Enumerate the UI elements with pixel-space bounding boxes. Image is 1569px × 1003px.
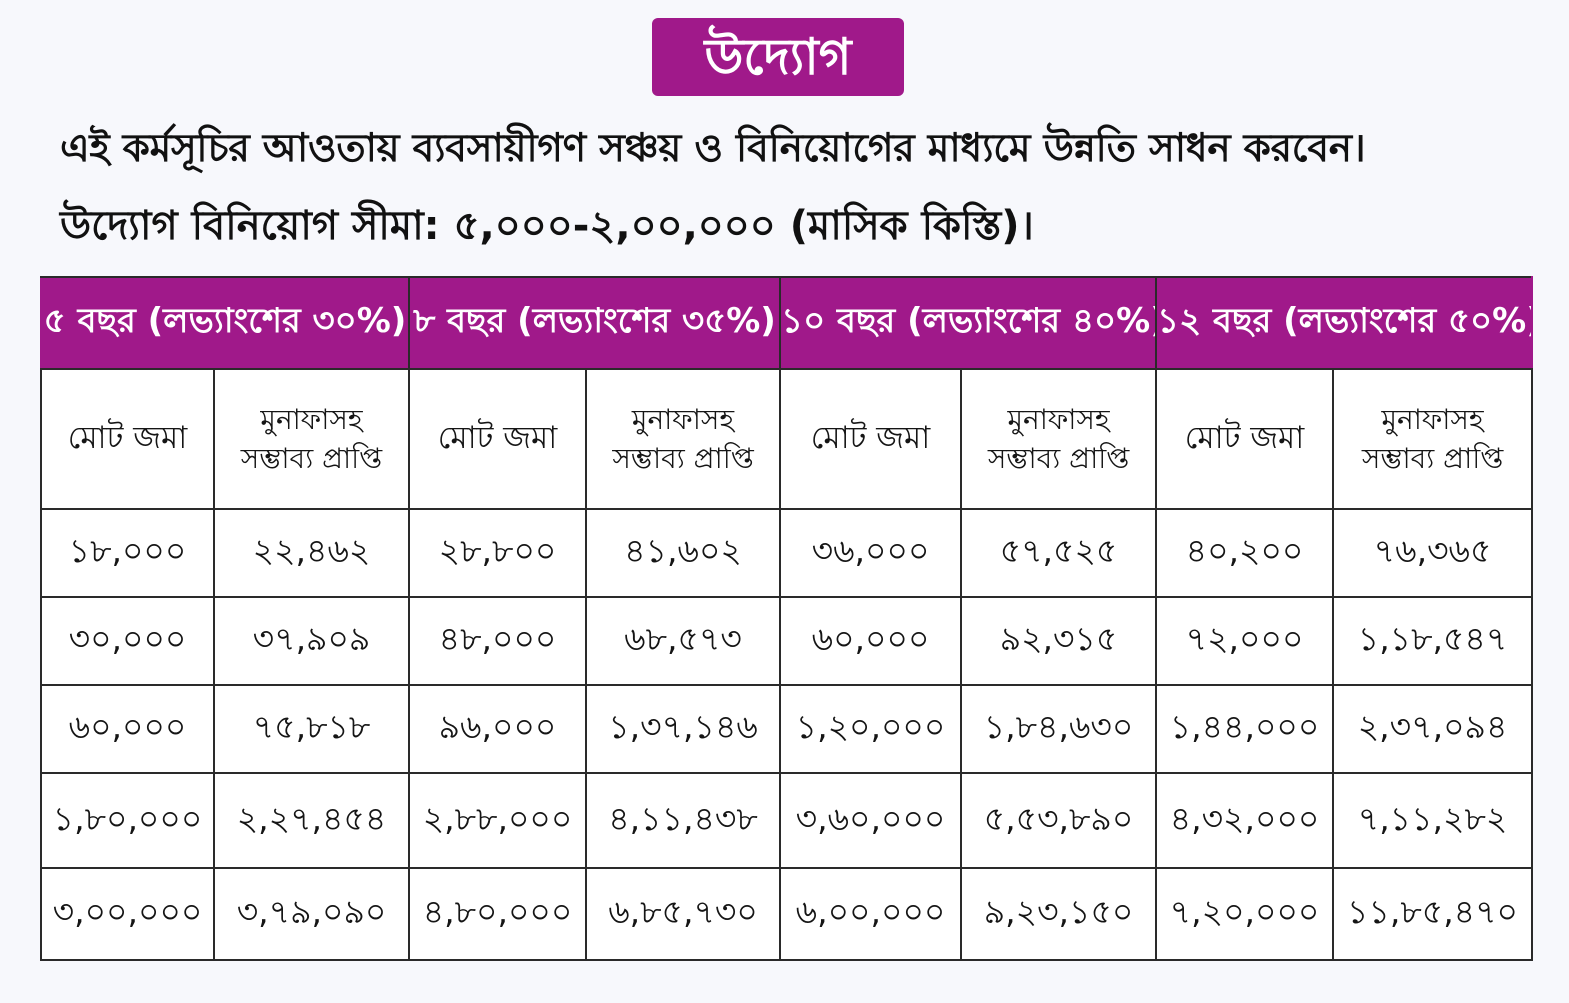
table-cell: ৪,৩২,০০০ — [1155, 772, 1335, 869]
table-cell: ৭৫,৮১৮ — [212, 684, 411, 774]
table-cell: ৯,২৩,১৫০ — [960, 867, 1158, 961]
plan-10-year-header: ১০ বছর (লভ্যাংশের ৪০%) — [779, 276, 1158, 370]
table-cell: ৭,১১,২৮২ — [1332, 772, 1534, 869]
table-cell: ১,১৮,৫৪৭ — [1332, 596, 1534, 686]
table-row: ১,৮০,০০০ ২,২৭,৪৫৪ ২,৮৮,০০০ ৪,১১,৪৩৮ ৩,৬০… — [40, 772, 1534, 869]
plan-duration-header-row: ৫ বছর (লভ্যাংশের ৩০%) ৮ বছর (লভ্যাংশের ৩… — [39, 276, 1534, 370]
table-cell: ১,৪৪,০০০ — [1155, 684, 1335, 774]
plan-8-year-header: ৮ বছর (লভ্যাংশের ৩৫%) — [408, 276, 782, 370]
expected-return-header: মুনাফাসহ সম্ভাব্য প্রাপ্তি — [960, 368, 1158, 510]
table-cell: ১,২০,০০০ — [779, 684, 963, 774]
table-cell: ৩০,০০০ — [40, 596, 215, 686]
expected-return-header-line2: সম্ভাব্য প্রাপ্তি — [1361, 442, 1504, 475]
table-cell: ১৮,০০০ — [40, 508, 215, 598]
table-cell: ১,৮০,০০০ — [40, 772, 215, 869]
table-cell: ৩,৭৯,০৯০ — [212, 867, 411, 961]
table-cell: ৬০,০০০ — [779, 596, 963, 686]
expected-return-header-line2: সম্ভাব্য প্রাপ্তি — [240, 442, 383, 475]
savings-plan-table: ৫ বছর (লভ্যাংশের ৩০%) ৮ বছর (লভ্যাংশের ৩… — [39, 276, 1534, 961]
table-cell: ৪০,২০০ — [1155, 508, 1335, 598]
investment-limit: উদ্যোগ বিনিয়োগ সীমা: ৫,০০০-২,০০,০০০ (মা… — [60, 203, 1034, 249]
table-cell: ৪১,৬০২ — [585, 508, 782, 598]
expected-return-header: মুনাফাসহ সম্ভাব্য প্রাপ্তি — [585, 368, 782, 510]
table-cell: ১,৩৭,১৪৬ — [585, 684, 782, 774]
expected-return-header: মুনাফাসহ সম্ভাব্য প্রাপ্তি — [1332, 368, 1534, 510]
table-cell: ১১,৮৫,৪৭০ — [1332, 867, 1534, 961]
table-cell: ২,৮৮,০০০ — [408, 772, 588, 869]
expected-return-header-line2: সম্ভাব্য প্রাপ্তি — [612, 442, 754, 475]
table-cell: ৬০,০০০ — [40, 684, 215, 774]
table-cell: ৪,১১,৪৩৮ — [585, 772, 782, 869]
expected-return-header-line1: মুনাফাসহ — [631, 402, 735, 436]
column-header-row: মোট জমা মুনাফাসহ সম্ভাব্য প্রাপ্তি মোট জ… — [40, 368, 1534, 510]
expected-return-header-line1: মুনাফাসহ — [1007, 402, 1110, 436]
table-cell: ৩৭,৯০৯ — [212, 596, 411, 686]
table-row: ৩,০০,০০০ ৩,৭৯,০৯০ ৪,৮০,০০০ ৬,৮৫,৭৩০ ৬,০০… — [40, 867, 1534, 961]
expected-return-header-line2: সম্ভাব্য প্রাপ্তি — [987, 442, 1130, 475]
page-title: উদ্যোগ — [652, 18, 904, 96]
table-cell: ৬৮,৫৭৩ — [585, 596, 782, 686]
program-description: এই কর্মসূচির আওতায় ব্যবসায়ীগণ সঞ্চয় ও… — [60, 126, 1366, 171]
table-cell: ৭,২০,০০০ — [1155, 867, 1335, 961]
expected-return-header-line1: মুনাফাসহ — [260, 402, 363, 436]
table-cell: ৩৬,০০০ — [779, 508, 963, 598]
expected-return-header-line1: মুনাফাসহ — [1381, 402, 1484, 436]
table-cell: ২৮,৮০০ — [408, 508, 588, 598]
table-cell: ২২,৪৬২ — [212, 508, 411, 598]
table-cell: ৬,৮৫,৭৩০ — [585, 867, 782, 961]
total-deposit-header: মোট জমা — [408, 368, 588, 510]
table-cell: ৭২,০০০ — [1155, 596, 1335, 686]
table-cell: ৩,৬০,০০০ — [779, 772, 963, 869]
table-cell: ৪৮,০০০ — [408, 596, 588, 686]
table-row: ৬০,০০০ ৭৫,৮১৮ ৯৬,০০০ ১,৩৭,১৪৬ ১,২০,০০০ ১… — [40, 684, 1534, 774]
total-deposit-header: মোট জমা — [779, 368, 963, 510]
total-deposit-header: মোট জমা — [40, 368, 215, 510]
table-cell: ৩,০০,০০০ — [40, 867, 215, 961]
expected-return-header: মুনাফাসহ সম্ভাব্য প্রাপ্তি — [212, 368, 411, 510]
table-cell: ৯৬,০০০ — [408, 684, 588, 774]
table-row: ৩০,০০০ ৩৭,৯০৯ ৪৮,০০০ ৬৮,৫৭৩ ৬০,০০০ ৯২,৩১… — [40, 596, 1534, 686]
table-cell: ১,৮৪,৬৩০ — [960, 684, 1158, 774]
table-cell: ৫৭,৫২৫ — [960, 508, 1158, 598]
total-deposit-header: মোট জমা — [1155, 368, 1335, 510]
plan-12-year-header: ১২ বছর (লভ্যাংশের ৫০%) — [1155, 276, 1534, 370]
table-cell: ৯২,৩১৫ — [960, 596, 1158, 686]
table-cell: ৭৬,৩৬৫ — [1332, 508, 1534, 598]
table-cell: ২,২৭,৪৫৪ — [212, 772, 411, 869]
table-row: ১৮,০০০ ২২,৪৬২ ২৮,৮০০ ৪১,৬০২ ৩৬,০০০ ৫৭,৫২… — [40, 508, 1534, 598]
table-cell: ৪,৮০,০০০ — [408, 867, 588, 961]
plan-5-year-header: ৫ বছর (লভ্যাংশের ৩০%) — [39, 276, 411, 370]
table-cell: ৬,০০,০০০ — [779, 867, 963, 961]
table-cell: ২,৩৭,০৯৪ — [1332, 684, 1534, 774]
table-cell: ৫,৫৩,৮৯০ — [960, 772, 1158, 869]
